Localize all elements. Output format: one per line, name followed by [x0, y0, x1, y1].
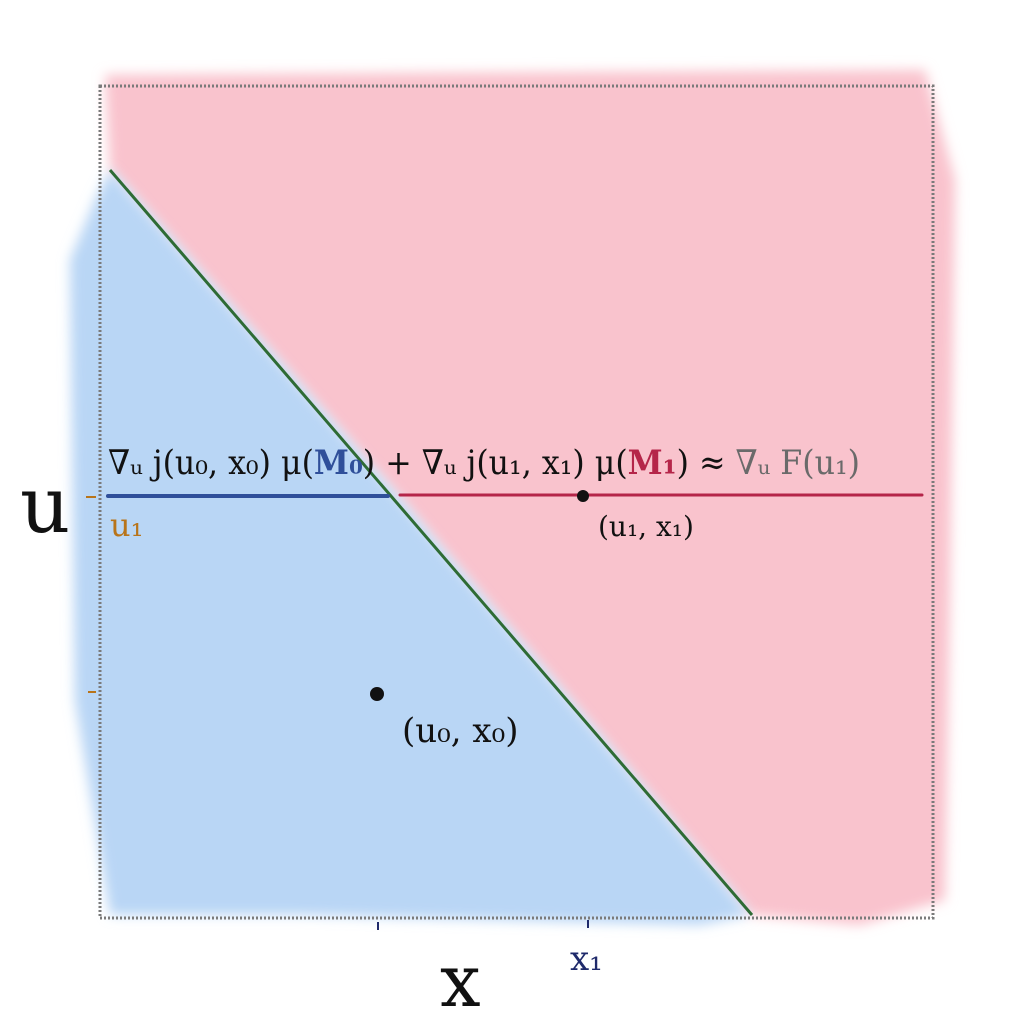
- y-axis-label: u: [20, 461, 70, 551]
- point-u0-x0: [370, 687, 384, 701]
- plot-frame: [98, 84, 935, 920]
- equation-part2: ) + ∇ᵤ j(u₁, x₁) μ(: [363, 443, 628, 483]
- point-u1-x1: [577, 490, 589, 502]
- blue-region: [70, 170, 750, 925]
- equation-m0: M₀: [314, 443, 363, 483]
- point-u1-x1-label: (u₁, x₁): [598, 510, 694, 543]
- x-tick-label-x1: x₁: [570, 939, 603, 979]
- equation-part3: ) ≈: [677, 443, 736, 483]
- equation-part1: ∇ᵤ j(u₀, x₀) μ(: [108, 443, 314, 483]
- point-u0-x0-label: (u₀, x₀): [402, 711, 518, 751]
- equation: ∇ᵤ j(u₀, x₀) μ(M₀) + ∇ᵤ j(u₁, x₁) μ(M₁) …: [108, 443, 860, 483]
- y-tick-label-u1: u₁: [110, 506, 143, 544]
- x-axis-label: x: [440, 939, 481, 1023]
- equation-rhs: ∇ᵤ F(u₁): [736, 443, 860, 483]
- pink-region: [105, 70, 955, 925]
- decision-boundary-line: [108, 169, 754, 916]
- equation-m1: M₁: [628, 443, 677, 483]
